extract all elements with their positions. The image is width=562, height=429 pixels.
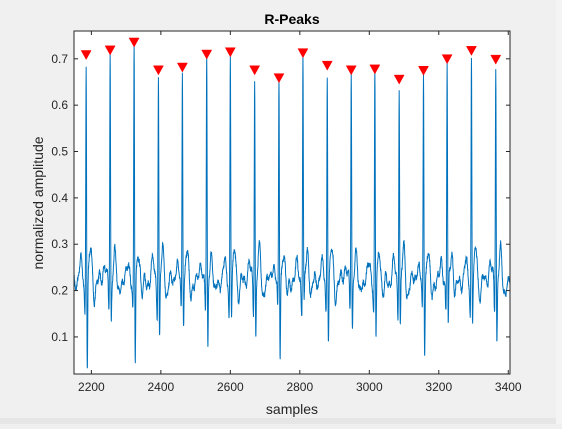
r-peak-marker [345,65,357,76]
r-peak-marker [441,54,453,65]
r-peak-marker [249,65,261,76]
r-peak-marker [369,64,381,75]
y-tick-label: 0.1 [51,330,68,344]
r-peak-marker [273,73,285,84]
y-tick-label: 0.3 [51,237,68,251]
r-peak-marker [176,62,188,73]
r-peak-marker [418,66,429,76]
r-peak-marker [321,60,333,71]
r-peak-marker [297,48,309,59]
x-axis-label: samples [266,401,318,417]
figure-bottom-strip [0,418,562,424]
y-tick-label: 0.6 [51,98,68,112]
y-tick-label: 0.7 [51,52,68,66]
y-axis-label: normalized amplitude [30,136,46,269]
axes-background [74,31,510,374]
r-peak-marker [224,47,236,58]
x-tick-label: 2200 [78,380,105,394]
signal-layer [73,43,511,369]
x-tick-label: 3400 [495,380,522,394]
x-tick-label: 3200 [425,380,452,394]
r-peak-marker [466,46,477,56]
y-tick-label: 0.5 [51,145,68,159]
r-peak-marker [201,49,213,60]
r-peak-marker [128,37,140,48]
y-tick-label: 0.2 [51,284,68,298]
signal-line [73,43,511,369]
r-peak-marker [80,50,92,61]
y-ticks: 0.1 0.2 0.3 0.4 0.5 0.6 0.7 [51,52,510,344]
x-tick-label: 2600 [217,380,244,394]
x-tick-label: 2400 [148,380,175,394]
r-peak-marker [490,54,502,65]
y-tick-label: 0.4 [51,191,68,205]
r-peak-marker [104,45,116,56]
chart-title: R-Peaks [264,11,319,27]
r-peak-marker [393,74,405,85]
figure-right-edge [556,0,562,424]
x-tick-label: 3000 [356,380,383,394]
r-peak-marker [152,65,164,76]
axes-box [73,30,511,375]
x-ticks: 2200 2400 2600 2800 3000 3200 3400 [78,31,522,394]
marker-layer [80,37,502,85]
x-tick-label: 2800 [286,380,313,394]
